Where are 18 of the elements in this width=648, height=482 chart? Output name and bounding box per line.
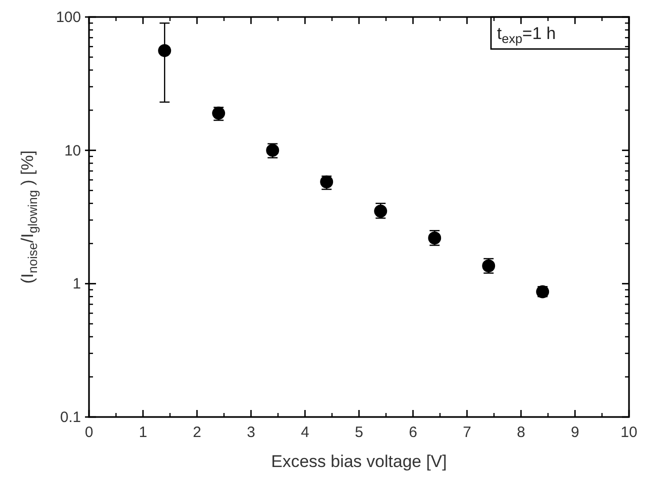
y-tick-label: 0.1 <box>60 409 81 426</box>
y-tick-label: 1 <box>72 276 81 293</box>
x-tick-label: 8 <box>516 424 526 441</box>
x-tick-label: 4 <box>300 424 310 441</box>
x-tick-label: 5 <box>354 424 364 441</box>
x-tick-label: 6 <box>408 424 418 441</box>
x-tick-label: 7 <box>462 424 472 441</box>
annotation: t$_{exp}$=1 h <box>497 24 556 46</box>
x-tick-label: 2 <box>192 424 202 441</box>
x-tick-label: 9 <box>570 424 580 441</box>
x-tick-label: 3 <box>246 424 256 441</box>
y-tick-label: 10 <box>64 142 81 160</box>
y-tick-label: 100 <box>56 9 81 26</box>
x-tick-label: 1 <box>138 424 148 441</box>
point <box>158 44 172 58</box>
x-tick-label: 10 <box>620 424 638 441</box>
x-tick-label: 0 <box>84 424 94 441</box>
x-axis-title: Excess bias voltage [V] <box>271 452 447 471</box>
